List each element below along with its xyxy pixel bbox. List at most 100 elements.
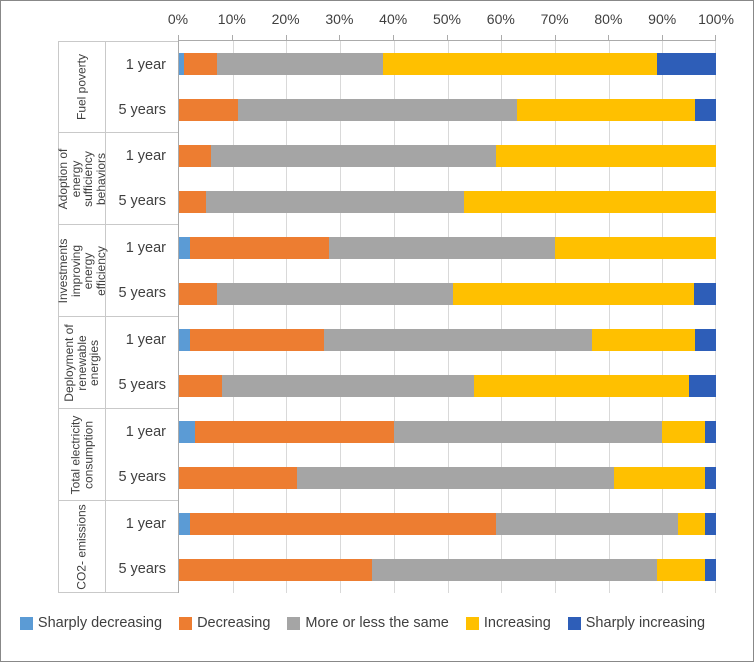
bar-segment bbox=[179, 513, 190, 535]
row-label: 5 years bbox=[118, 469, 166, 486]
bar-segment bbox=[705, 421, 716, 443]
category-group: Investments improving energy efficiency 1… bbox=[9, 225, 178, 317]
legend-label: Decreasing bbox=[197, 615, 271, 631]
x-axis-spacer bbox=[9, 7, 178, 41]
group-label-spacer bbox=[9, 409, 58, 501]
bar-row bbox=[179, 87, 716, 133]
bar-segment bbox=[216, 53, 384, 75]
bar-segment bbox=[383, 53, 657, 75]
stacked-bar bbox=[179, 237, 716, 259]
bar-row bbox=[179, 271, 716, 317]
gridline bbox=[554, 41, 556, 593]
row-label: 1 year bbox=[125, 423, 166, 440]
bar-row bbox=[179, 225, 716, 271]
x-axis-tick-mark bbox=[608, 35, 610, 40]
group-label-spacer bbox=[9, 41, 58, 133]
bar-segment bbox=[238, 99, 518, 121]
chart-body: Fuel poverty 1 year 5 years Adoption of ene… bbox=[9, 41, 716, 593]
stacked-bar bbox=[179, 191, 716, 213]
bar-row bbox=[179, 41, 716, 87]
bar-segment bbox=[705, 467, 716, 489]
row-labels: 1 year 5 years bbox=[106, 133, 178, 225]
x-axis-row: 0% 10% 20% 30% 40% 50% 60% 70% 80% 90% 100% bbox=[9, 7, 734, 41]
category-group: CO2- emissions 1 year 5 years bbox=[9, 501, 178, 593]
gridline bbox=[662, 41, 664, 593]
group-label-cell: Total electricity consumption bbox=[58, 409, 106, 501]
bar-row-group bbox=[179, 225, 716, 317]
x-axis-tick-label: 70% bbox=[540, 11, 569, 27]
bar-row-group bbox=[179, 41, 716, 133]
group-label-cell: CO2- emissions bbox=[58, 501, 106, 593]
group-label: Adoption of energy sufficiency behaviors bbox=[55, 148, 108, 209]
bar-row-group bbox=[179, 409, 716, 501]
row-labels: 1 year 5 years bbox=[106, 501, 178, 593]
bar-segment bbox=[189, 513, 496, 535]
x-axis-tick-mark bbox=[285, 35, 287, 40]
group-label: Fuel poverty bbox=[74, 53, 89, 121]
row-label: 5 years bbox=[118, 285, 166, 302]
group-label: Deployment of renewable energies bbox=[62, 323, 102, 402]
bar-segment bbox=[656, 559, 706, 581]
bar-segment bbox=[656, 53, 716, 75]
legend-label: Sharply decreasing bbox=[37, 615, 163, 631]
category-group: Fuel poverty 1 year 5 years bbox=[9, 41, 178, 133]
bar-segment bbox=[495, 513, 679, 535]
stacked-bar bbox=[179, 283, 716, 305]
bar-row bbox=[179, 317, 716, 363]
bar-row bbox=[179, 455, 716, 501]
legend-item: More or less the same bbox=[287, 615, 449, 631]
bar-row bbox=[179, 133, 716, 179]
x-axis-tick-label: 0% bbox=[167, 11, 189, 27]
bar-row-group bbox=[179, 317, 716, 409]
row-labels: 1 year 5 years bbox=[106, 409, 178, 501]
legend-item: Increasing bbox=[465, 615, 551, 631]
legend-label: Sharply increasing bbox=[585, 615, 706, 631]
bar-segment bbox=[179, 375, 222, 397]
bar-segment bbox=[179, 283, 217, 305]
bar-segment bbox=[179, 191, 206, 213]
group-label-cell: Investments improving energy efficiency bbox=[55, 225, 108, 317]
legend-item: Sharply decreasing bbox=[19, 615, 163, 631]
gridline bbox=[286, 41, 288, 593]
bar-segment bbox=[184, 53, 217, 75]
bar-segment bbox=[694, 329, 716, 351]
gridline bbox=[232, 41, 234, 593]
x-axis-tick-label: 90% bbox=[648, 11, 677, 27]
x-axis-tick-mark bbox=[393, 35, 395, 40]
category-labels: Fuel poverty 1 year 5 years Adoption of ene… bbox=[9, 41, 178, 593]
group-label: CO2- emissions bbox=[74, 503, 89, 590]
bar-segment bbox=[694, 99, 716, 121]
legend-item: Decreasing bbox=[179, 615, 270, 631]
bar-segment bbox=[179, 421, 196, 443]
bar-segment bbox=[393, 421, 663, 443]
row-labels: 1 year 5 years bbox=[106, 225, 178, 317]
gridline bbox=[715, 41, 716, 593]
legend: Sharply decreasing Decreasing More or less… bbox=[9, 615, 716, 631]
stacked-bar bbox=[179, 99, 716, 121]
x-axis-tick-label: 30% bbox=[325, 11, 354, 27]
bar-segment bbox=[216, 283, 453, 305]
gridline bbox=[393, 41, 395, 593]
legend-swatch bbox=[179, 616, 193, 630]
x-axis-tick-mark bbox=[554, 35, 556, 40]
legend-swatch bbox=[287, 616, 301, 630]
x-axis: 0% 10% 20% 30% 40% 50% 60% 70% 80% 90% 100% bbox=[168, 7, 734, 41]
bar-row bbox=[179, 409, 716, 455]
bar-row bbox=[179, 547, 716, 593]
bar-segment bbox=[189, 237, 330, 259]
category-group: Deployment of renewable energies 1 year 5 … bbox=[9, 317, 178, 409]
plot-area bbox=[178, 41, 716, 593]
group-label: Total electricity consumption bbox=[68, 415, 95, 494]
gridline bbox=[501, 41, 503, 593]
group-label-cell: Adoption of energy sufficiency behaviors bbox=[55, 133, 108, 225]
stacked-bar bbox=[179, 375, 716, 397]
group-label-spacer bbox=[9, 501, 58, 593]
group-label: Investments improving energy efficiency bbox=[55, 238, 108, 303]
stacked-bar bbox=[179, 559, 716, 581]
x-axis-tick-label: 80% bbox=[594, 11, 623, 27]
stacked-bar bbox=[179, 421, 716, 443]
x-axis-tick-mark bbox=[339, 35, 341, 40]
row-label: 1 year bbox=[125, 331, 166, 348]
bar-segment bbox=[662, 421, 706, 443]
group-label-spacer bbox=[9, 225, 58, 317]
